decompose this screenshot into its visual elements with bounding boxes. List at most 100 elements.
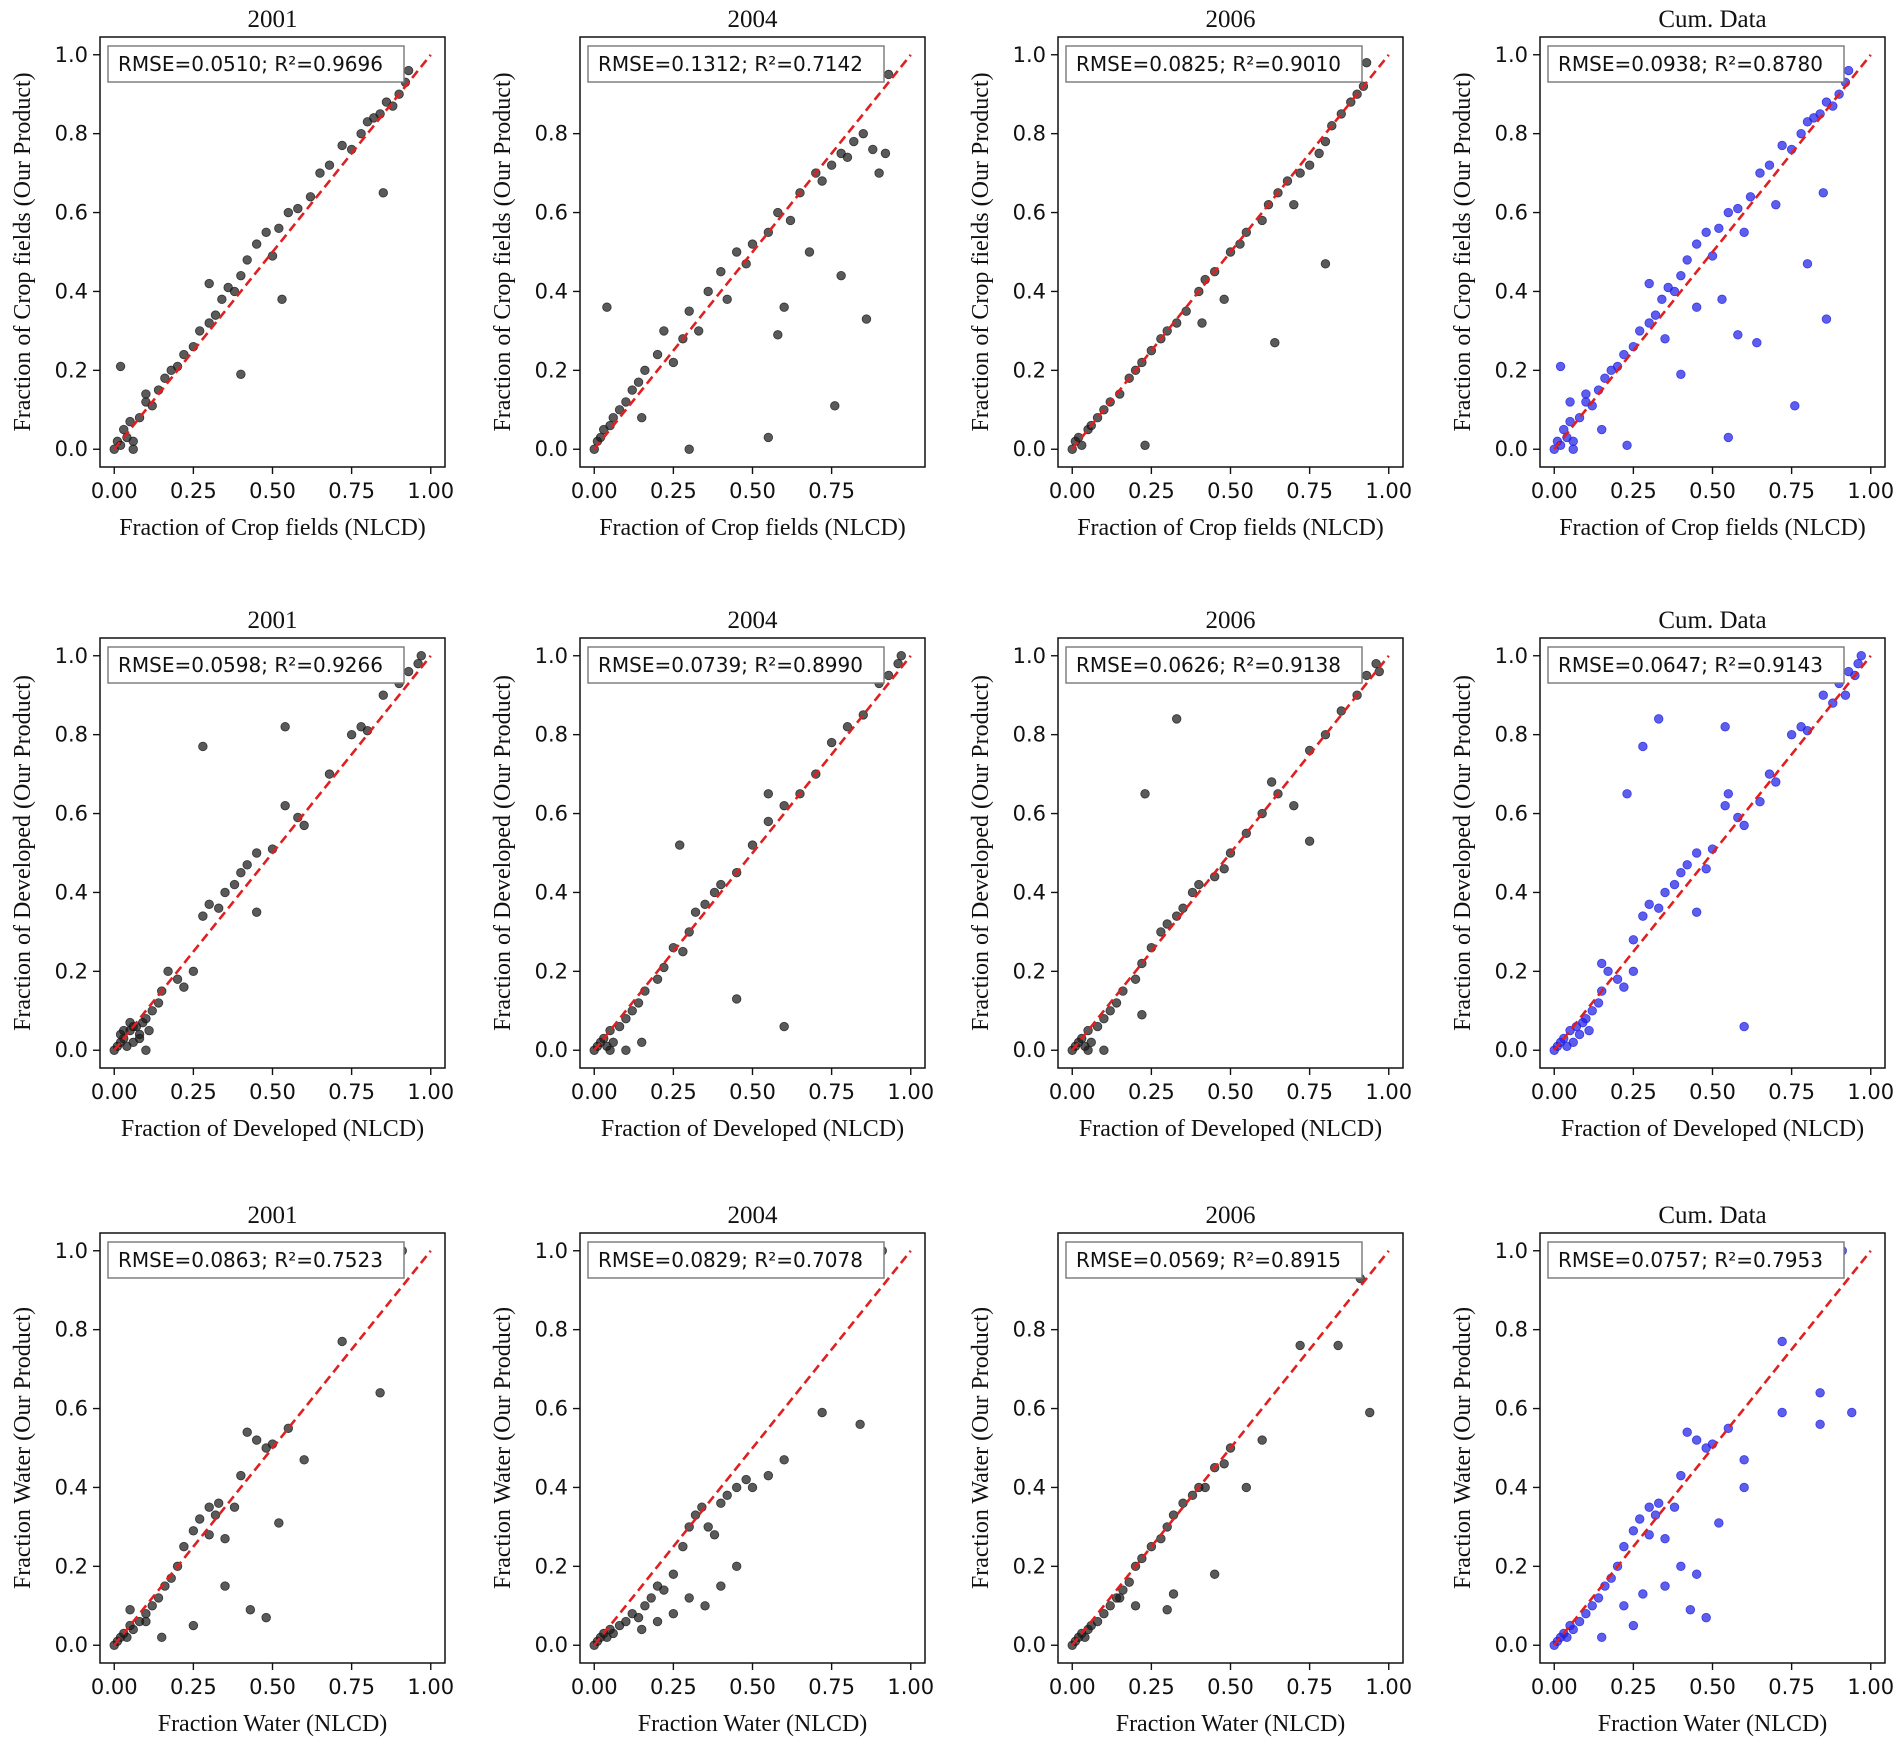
- data-point: [1619, 982, 1629, 992]
- data-point: [1181, 306, 1191, 316]
- data-point: [210, 310, 221, 320]
- x-tick-label: 0.00: [571, 479, 618, 503]
- stats-label: RMSE=0.0569; R²=0.8915: [1076, 1248, 1341, 1272]
- y-tick-label: 0.4: [55, 1475, 88, 1499]
- data-point: [1593, 998, 1604, 1008]
- data-point: [1815, 1388, 1825, 1398]
- data-point: [1140, 789, 1150, 799]
- y-tick-label: 0.4: [1495, 1475, 1528, 1499]
- data-point: [1714, 223, 1724, 234]
- y-tick-label: 0.8: [535, 122, 568, 146]
- data-point: [722, 294, 732, 305]
- data-point: [1099, 1013, 1109, 1024]
- data-point: [1840, 690, 1851, 700]
- data-point: [668, 1569, 679, 1579]
- data-point: [1628, 935, 1639, 945]
- chart-title: 2004: [728, 607, 779, 634]
- data-point: [1289, 800, 1299, 811]
- data-point: [652, 974, 663, 984]
- data-point: [716, 1581, 726, 1591]
- data-point: [1568, 444, 1578, 454]
- data-point: [356, 128, 366, 139]
- one-to-one-line: [1553, 53, 1872, 451]
- data-point: [324, 769, 335, 779]
- data-point: [763, 432, 774, 443]
- data-point: [1771, 199, 1781, 210]
- y-tick-label: 0.2: [535, 1554, 568, 1578]
- y-tick-label: 0.6: [535, 1397, 568, 1421]
- y-axis-label: Fraction of Crop fields (Our Product): [1450, 72, 1476, 431]
- data-point: [1653, 714, 1664, 724]
- data-point: [1691, 1435, 1702, 1445]
- data-point: [229, 1502, 240, 1512]
- data-point: [633, 377, 644, 387]
- data-point: [1739, 1021, 1749, 1032]
- data-point: [229, 286, 240, 297]
- y-axis-label: Fraction Water (Our Product): [968, 1307, 994, 1589]
- data-point: [204, 1502, 214, 1512]
- chart-panel: 2004 0.00 0.25 0.50 0.75 0.0 0.2 0.4 0.6 0.8 Fract…: [490, 6, 926, 541]
- data-point: [1777, 1407, 1787, 1418]
- x-tick-label: 0.00: [1049, 1080, 1096, 1104]
- y-tick-label: 1.0: [55, 1239, 88, 1263]
- y-tick-label: 0.4: [55, 279, 88, 303]
- data-point: [147, 1006, 157, 1016]
- y-tick-label: 0.4: [1013, 279, 1046, 303]
- y-tick-label: 0.4: [1495, 279, 1528, 303]
- data-point: [1676, 868, 1686, 878]
- data-point: [204, 1530, 214, 1540]
- chart-panel: Cum. Data 0.00 0.25 0.50 0.75 1.00 0.0 0.2 0.4 0.…: [1450, 607, 1894, 1142]
- stats-box: [1065, 45, 1363, 83]
- y-tick-label: 0.2: [535, 358, 568, 382]
- x-tick-label: 0.75: [1768, 1675, 1815, 1699]
- y-tick-label: 0.8: [55, 122, 88, 146]
- data-point: [1587, 1006, 1597, 1016]
- data-point: [337, 1336, 347, 1347]
- data-point: [1790, 401, 1800, 411]
- stats-box: [587, 646, 885, 684]
- data-point: [1270, 338, 1280, 348]
- x-axis-label: Fraction Water (NLCD): [1598, 1711, 1828, 1737]
- y-tick-label: 0.2: [1495, 1554, 1528, 1578]
- chart-panel: Cum. Data 0.00 0.25 0.50 0.75 1.00 0.0 0.2 0.4 0.…: [1450, 1202, 1894, 1737]
- data-point: [633, 998, 644, 1008]
- data-point: [179, 1541, 189, 1552]
- x-tick-label: 0.75: [808, 1080, 855, 1104]
- data-point: [1266, 777, 1277, 787]
- x-tick-label: 0.75: [1768, 479, 1815, 503]
- x-tick-label: 0.25: [170, 1675, 217, 1699]
- data-point: [874, 168, 884, 178]
- data-point: [1080, 1632, 1090, 1643]
- x-tick-label: 0.50: [1207, 479, 1254, 503]
- x-axis-label: Fraction Water (NLCD): [638, 1711, 868, 1737]
- data-point: [1130, 974, 1141, 984]
- data-point: [1200, 1482, 1210, 1493]
- data-point: [773, 330, 783, 340]
- y-tick-label: 0.0: [1013, 1633, 1046, 1657]
- y-tick-label: 0.8: [535, 723, 568, 747]
- y-tick-label: 0.6: [1495, 201, 1528, 225]
- data-point: [637, 1037, 647, 1048]
- y-tick-label: 0.6: [55, 1397, 88, 1421]
- x-tick-label: 0.00: [1531, 1675, 1578, 1699]
- one-to-one-line: [113, 654, 432, 1052]
- x-tick-label: 0.50: [1689, 1080, 1736, 1104]
- stats-label: RMSE=0.0510; R²=0.9696: [118, 52, 383, 76]
- chart-panel: 2001 0.00 0.25 0.50 0.75 1.00 0.0 0.2 0.4 0.6 0.8 1…: [10, 6, 454, 541]
- y-tick-label: 0.2: [1013, 358, 1046, 382]
- data-point: [1691, 302, 1702, 312]
- data-point: [747, 1482, 758, 1493]
- data-point: [1644, 278, 1654, 289]
- data-point: [213, 1498, 224, 1508]
- data-point: [1701, 1612, 1711, 1623]
- data-point: [1622, 789, 1632, 799]
- x-tick-label: 0.50: [1689, 479, 1736, 503]
- data-point: [346, 729, 357, 740]
- data-point: [1619, 349, 1629, 360]
- chart-panel: 2004 0.00 0.25 0.50 0.75 1.00 0.0 0.2 0.4 0.6 0.8 1…: [490, 607, 934, 1142]
- data-point: [305, 192, 316, 202]
- y-tick-label: 0.0: [55, 1633, 88, 1657]
- y-axis-label: Fraction of Crop fields (Our Product): [490, 72, 516, 431]
- data-point: [633, 1612, 644, 1623]
- x-tick-label: 0.75: [808, 479, 855, 503]
